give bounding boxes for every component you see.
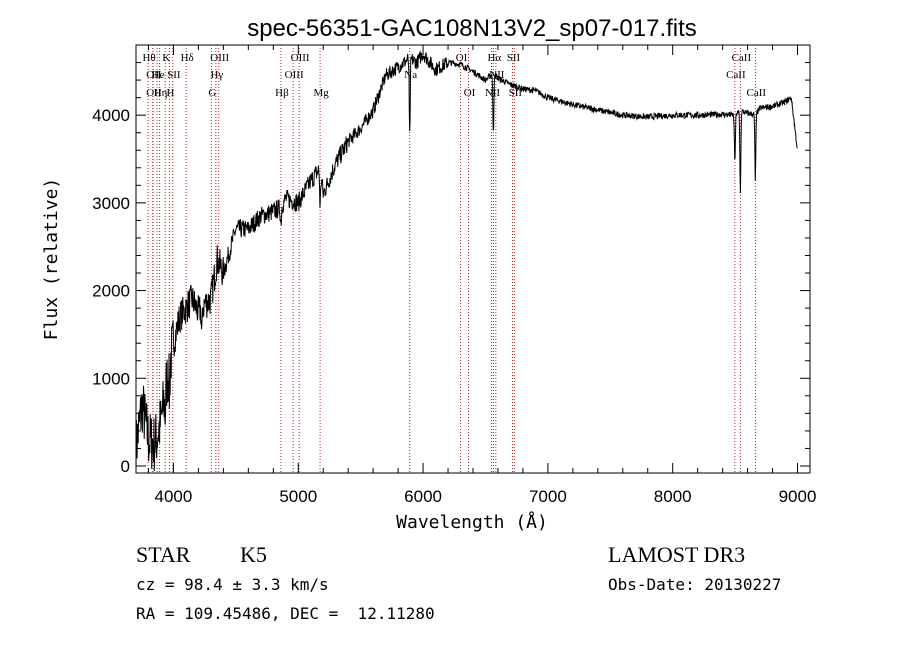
- line-label: Hδ: [181, 52, 194, 64]
- reference-lines: [147, 45, 756, 473]
- y-tick-label: 0: [121, 457, 130, 476]
- line-label: G: [208, 87, 216, 99]
- line-label: Hα: [487, 52, 501, 64]
- object-subclass: K5: [240, 542, 267, 567]
- x-axis-ticks: 4000 5000 6000 7000 8000 9000: [147, 45, 817, 506]
- y-axis-label: Flux (relative): [41, 178, 62, 341]
- object-class: STAR: [136, 542, 191, 567]
- line-label: OIII: [285, 69, 304, 81]
- line-label: SII: [167, 69, 181, 81]
- line-label: H: [166, 87, 174, 99]
- chart-title: spec-56351-GAC108N13V2_sp07-017.fits: [247, 15, 697, 42]
- x-tick-label: 7000: [529, 487, 567, 506]
- x-tick-label: 5000: [279, 487, 317, 506]
- line-label: OIII: [210, 52, 229, 64]
- line-label: OI: [464, 87, 476, 99]
- plot-frame: [135, 44, 811, 474]
- redshift-text: cz = 98.4 ± 3.3 km/s: [136, 575, 329, 594]
- line-label: He: [152, 69, 165, 81]
- line-label: OII: [146, 87, 162, 99]
- y-tick-label: 1000: [92, 369, 130, 388]
- x-tick-label: 8000: [654, 487, 692, 506]
- line-labels: HθOIIOIIHeHηKHSIIHδGHγOIIIHβOIIIOIIIMgNa…: [142, 52, 766, 99]
- line-label: K: [162, 52, 170, 64]
- line-label: Hθ: [142, 52, 155, 64]
- line-label: CaII: [747, 87, 767, 99]
- y-tick-label: 4000: [92, 106, 130, 125]
- line-label: Mg: [313, 87, 329, 99]
- line-label: OIII: [291, 52, 310, 64]
- line-label: CaII: [726, 69, 746, 81]
- x-axis-label: Wavelength (Å): [396, 511, 548, 533]
- line-label: CaII: [732, 52, 752, 64]
- survey-name: LAMOST DR3: [608, 542, 745, 567]
- y-tick-label: 3000: [92, 194, 130, 213]
- line-label: Hβ: [275, 87, 289, 99]
- line-label: OII: [146, 69, 162, 81]
- line-label: Hη: [154, 87, 168, 99]
- line-label: OI: [456, 52, 468, 64]
- radec-text: RA = 109.45486, DEC = 12.11280: [136, 604, 435, 623]
- obs-date-text: Obs-Date: 20130227: [608, 575, 781, 594]
- y-tick-label: 2000: [92, 282, 130, 301]
- line-label: SII: [509, 87, 523, 99]
- x-tick-label: 9000: [779, 487, 817, 506]
- line-label: SII: [507, 52, 521, 64]
- line-label: Hγ: [210, 69, 223, 81]
- y-axis-ticks: 0 1000 2000 3000 4000: [92, 44, 810, 476]
- spectrum-line: [135, 50, 798, 472]
- x-tick-label: 4000: [155, 487, 193, 506]
- x-tick-label: 6000: [404, 487, 442, 506]
